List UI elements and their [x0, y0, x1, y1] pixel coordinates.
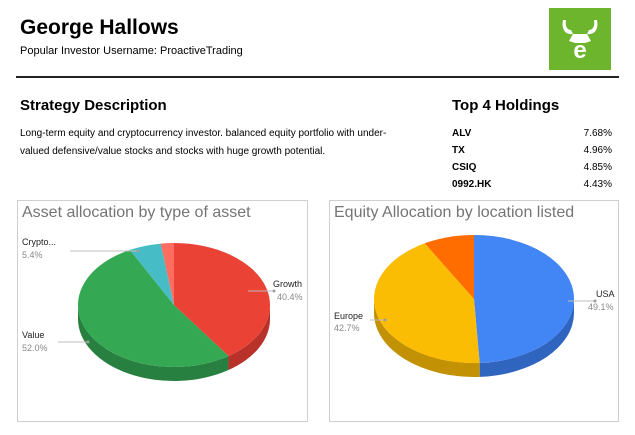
strategy-description: Long-term equity and cryptocurrency inve… — [20, 128, 387, 157]
asset-type-pie-chart — [58, 243, 276, 381]
holding-weight: 4.96% — [583, 145, 612, 156]
holding-weight: 7.68% — [583, 128, 612, 139]
pie-slice-side — [78, 305, 229, 381]
location-pie-chart — [370, 235, 597, 377]
holding-ticker: CSIQ — [452, 162, 477, 173]
holding-ticker: ALV — [452, 128, 472, 139]
slice-label-europe: Europe — [334, 311, 364, 321]
label-leader-dot — [593, 299, 597, 303]
slice-label-growth: Growth — [273, 279, 303, 289]
pie-slice — [373, 243, 480, 363]
pie-slice — [78, 249, 229, 367]
slice-label-usa: USA — [596, 289, 615, 299]
slice-value-europe: 42.7% — [334, 323, 360, 333]
pie-slice — [474, 235, 575, 363]
holding-row: ALV 7.68% — [452, 125, 612, 142]
slice-value-growth: 40.4% — [277, 292, 303, 302]
holding-ticker: TX — [452, 145, 465, 156]
etoro-bull-logo-icon: e — [549, 8, 611, 70]
label-leader-dot — [136, 249, 140, 253]
holdings-list: ALV 7.68% TX 4.96% CSIQ 4.85% 0992.HK 4.… — [452, 125, 612, 193]
holding-row: 0992.HK 4.43% — [452, 176, 612, 193]
pie-slice-side — [479, 299, 574, 377]
slice-label-value: Value — [22, 330, 45, 340]
pie-slice — [129, 243, 174, 305]
slice-value-value: 52.0% — [22, 343, 48, 353]
investor-username: Popular Investor Username: ProactiveTrad… — [20, 45, 243, 57]
pie-slice — [424, 235, 474, 299]
holdings-title: Top 4 Holdings — [452, 97, 560, 114]
strategy-title: Strategy Description — [20, 97, 167, 114]
chart-title: Asset allocation by type of asset — [22, 204, 251, 221]
holding-row: CSIQ 4.85% — [452, 159, 612, 176]
investor-name: George Hallows — [20, 16, 179, 39]
holding-weight: 4.43% — [583, 179, 612, 190]
label-leader-dot — [383, 318, 387, 322]
holding-weight: 4.85% — [583, 162, 612, 173]
slice-label-crypto: Crypto... — [22, 237, 57, 247]
slice-value-crypto: 5.4% — [22, 250, 43, 260]
pie-slice — [174, 243, 270, 357]
slice-value-usa: 49.1% — [588, 302, 614, 312]
holding-row: TX 4.96% — [452, 142, 612, 159]
asset-type-chart-panel: Asset allocation by type of asset Crypto… — [17, 200, 308, 422]
label-leader-dot — [272, 289, 276, 293]
header-divider — [16, 76, 619, 78]
holding-ticker: 0992.HK — [452, 179, 492, 190]
svg-text:e: e — [573, 37, 586, 64]
location-chart-panel: Equity Allocation by location listed USA… — [329, 200, 619, 422]
pie-slice-side — [228, 305, 270, 371]
label-leader-dot — [86, 340, 90, 344]
chart-title: Equity Allocation by location listed — [334, 204, 575, 221]
pie-slice — [160, 243, 174, 305]
pie-slice-side — [374, 299, 480, 377]
